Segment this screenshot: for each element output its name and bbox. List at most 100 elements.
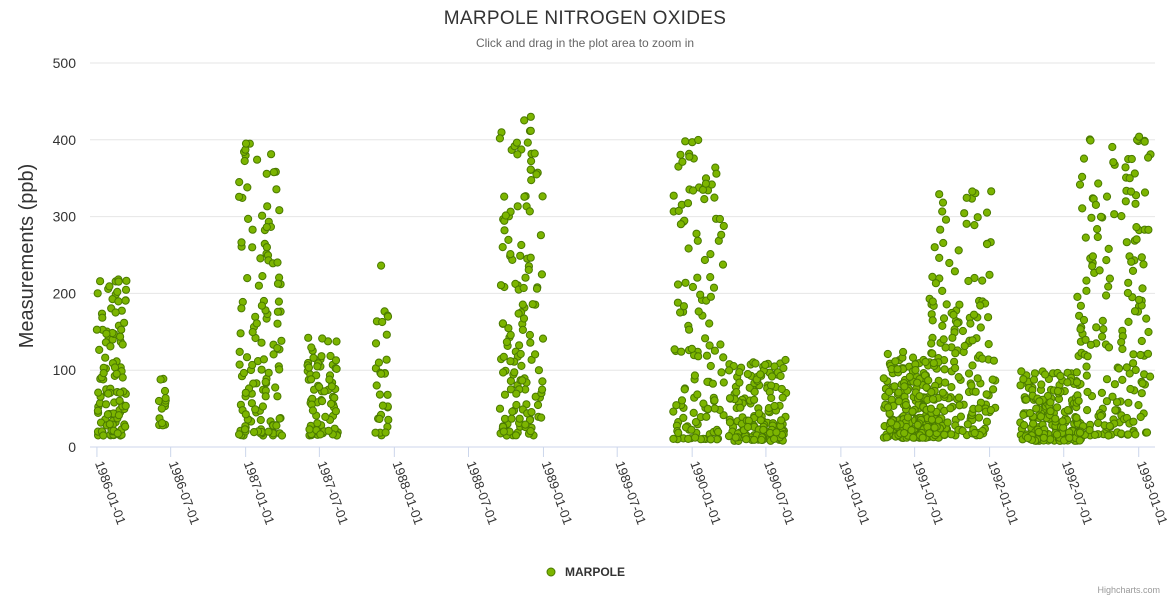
data-point[interactable] [735,378,744,387]
data-point[interactable] [523,138,532,147]
data-point[interactable] [673,280,683,289]
data-point[interactable] [518,376,527,385]
data-point[interactable] [935,253,944,262]
data-point[interactable] [967,381,976,390]
data-point[interactable] [971,387,980,396]
data-point[interactable] [532,170,541,179]
data-point[interactable] [1109,158,1118,167]
data-point[interactable] [1131,365,1140,375]
data-point[interactable] [1110,380,1120,389]
data-point[interactable] [781,355,790,365]
data-point[interactable] [160,386,170,396]
data-point[interactable] [261,392,270,401]
data-point[interactable] [891,357,900,366]
data-point[interactable] [1117,429,1126,438]
data-point[interactable] [243,183,252,192]
data-point[interactable] [778,393,787,402]
data-point[interactable] [103,410,113,419]
data-point[interactable] [1051,414,1060,423]
data-point[interactable] [325,375,334,384]
data-point[interactable] [538,385,547,394]
data-point[interactable] [885,387,894,396]
data-point[interactable] [750,395,759,404]
data-point[interactable] [156,375,165,384]
data-point[interactable] [277,336,286,345]
data-point[interactable] [499,352,508,361]
data-point[interactable] [498,319,507,328]
data-point[interactable] [1096,212,1106,221]
data-point[interactable] [883,349,892,359]
data-point[interactable] [767,372,777,381]
data-point[interactable] [378,401,387,410]
data-point[interactable] [113,429,122,438]
data-point[interactable] [706,435,715,444]
data-point[interactable] [982,417,992,426]
data-point[interactable] [772,428,781,437]
data-point[interactable] [946,404,955,413]
data-point[interactable] [121,401,130,410]
data-point[interactable] [684,434,693,443]
data-point[interactable] [381,428,390,437]
data-point[interactable] [308,406,317,415]
data-point[interactable] [1104,343,1114,352]
data-point[interactable] [882,433,891,442]
data-point[interactable] [534,366,544,375]
data-point[interactable] [689,408,698,417]
data-point[interactable] [911,366,920,375]
data-point[interactable] [942,300,951,309]
data-point[interactable] [99,431,108,440]
data-point[interactable] [779,364,788,373]
data-point[interactable] [1117,212,1126,221]
data-point[interactable] [251,405,260,414]
data-point[interactable] [264,427,273,436]
data-point[interactable] [1083,352,1092,361]
data-point[interactable] [527,157,536,166]
data-point[interactable] [495,404,505,413]
data-point[interactable] [685,152,694,161]
data-point[interactable] [93,406,103,415]
data-point[interactable] [938,321,947,330]
data-point[interactable] [383,390,392,399]
data-point[interactable] [114,297,123,306]
data-point[interactable] [526,427,535,436]
data-point[interactable] [514,309,523,318]
data-point[interactable] [938,198,948,207]
data-point[interactable] [976,323,985,332]
data-point[interactable] [938,388,947,397]
data-point[interactable] [776,371,785,381]
data-point[interactable] [706,361,715,371]
data-point[interactable] [318,334,327,343]
data-point[interactable] [974,413,984,422]
data-point[interactable] [1122,238,1131,247]
data-point[interactable] [777,416,786,425]
data-point[interactable] [683,199,693,208]
data-point[interactable] [1082,371,1091,380]
data-point[interactable] [1046,407,1055,416]
data-point[interactable] [237,304,246,313]
data-point[interactable] [1099,325,1108,334]
data-point[interactable] [500,226,509,235]
data-point[interactable] [1118,344,1127,354]
data-point[interactable] [702,412,711,421]
data-point[interactable] [718,260,728,269]
legend-item-marpole[interactable]: MARPOLE [565,565,625,579]
data-point[interactable] [669,407,678,416]
data-point[interactable] [101,353,110,362]
data-point[interactable] [1022,395,1031,404]
data-point[interactable] [770,401,779,411]
data-point[interactable] [777,384,786,394]
data-point[interactable] [700,255,710,265]
data-point[interactable] [705,319,714,328]
data-point[interactable] [1127,154,1136,164]
data-point[interactable] [241,139,251,148]
data-point[interactable] [691,418,701,427]
data-point[interactable] [275,414,284,423]
data-point[interactable] [1102,291,1111,300]
data-point[interactable] [964,276,973,286]
data-point[interactable] [958,426,967,435]
data-point[interactable] [500,390,510,399]
data-point[interactable] [532,284,542,293]
data-point[interactable] [248,360,257,370]
data-point[interactable] [1072,378,1082,387]
